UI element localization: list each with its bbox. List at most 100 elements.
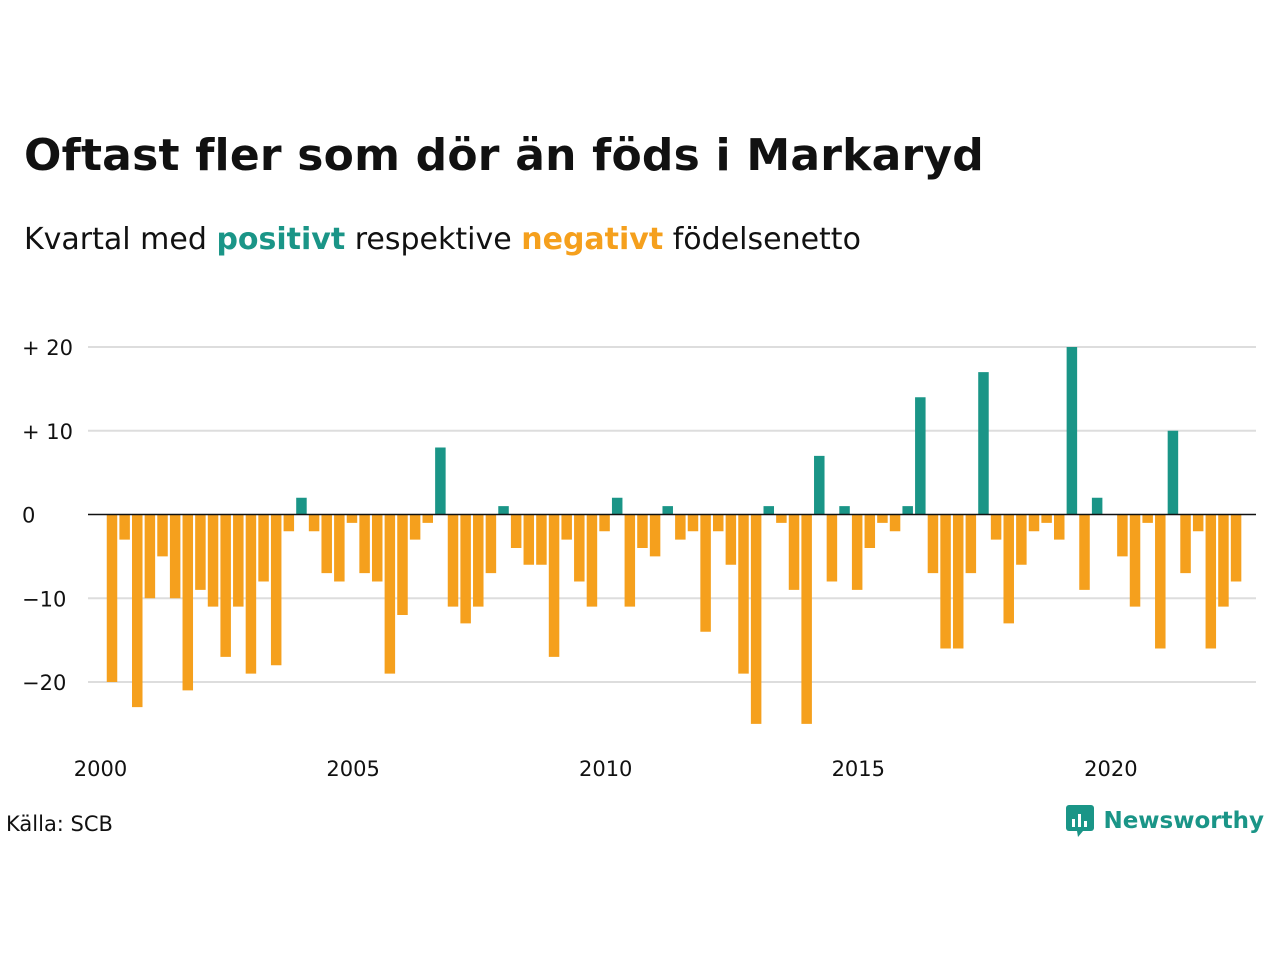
bar xyxy=(687,514,699,532)
bar xyxy=(574,514,585,582)
bar xyxy=(1028,514,1040,532)
bar xyxy=(1155,514,1166,649)
bar xyxy=(902,506,913,515)
bar xyxy=(283,514,295,532)
y-tick-label: −10 xyxy=(22,587,66,611)
bar xyxy=(1054,514,1065,540)
bar xyxy=(1205,514,1217,649)
bar xyxy=(763,506,775,515)
bar xyxy=(510,514,522,548)
bar xyxy=(662,506,673,515)
bar xyxy=(207,514,219,607)
bar xyxy=(144,514,156,599)
y-axis-tick-labels: + 20 + 10 0 −10 −20 xyxy=(22,336,73,695)
bar-chart: + 20 + 10 0 −10 −20 2000 2005 2010 2015 2020 xyxy=(22,336,1256,781)
bar xyxy=(523,514,535,565)
bar xyxy=(738,514,749,674)
bar xyxy=(1230,514,1242,582)
bar xyxy=(359,514,370,574)
y-tick-label: + 20 xyxy=(22,336,73,360)
bar xyxy=(712,514,724,532)
bar xyxy=(321,514,332,574)
subtitle-positive-label: positivt xyxy=(216,222,346,257)
bar xyxy=(1079,514,1090,590)
bar xyxy=(435,447,446,515)
x-tick-label: 2010 xyxy=(579,757,632,781)
bar xyxy=(826,514,838,582)
bar xyxy=(296,497,307,515)
bar xyxy=(940,514,951,649)
bar xyxy=(586,514,598,607)
newsworthy-logo-icon xyxy=(1066,805,1095,837)
bar xyxy=(990,514,1002,540)
bar xyxy=(169,514,181,599)
bar xyxy=(915,397,926,515)
bar xyxy=(624,514,636,607)
x-tick-label: 2020 xyxy=(1084,757,1137,781)
y-tick-label: + 10 xyxy=(22,420,73,444)
bar xyxy=(1167,430,1179,515)
bar xyxy=(384,514,396,674)
bar xyxy=(1016,514,1027,565)
bar xyxy=(561,514,572,540)
bar xyxy=(611,497,623,515)
bar xyxy=(245,514,257,674)
bar xyxy=(1218,514,1229,607)
chart-subtitle: Kvartal med positivt respektive negativt… xyxy=(24,222,861,257)
bar xyxy=(447,514,459,607)
bar xyxy=(801,514,812,724)
bar xyxy=(788,514,800,590)
bar xyxy=(1091,497,1103,515)
bar xyxy=(1003,514,1014,624)
subtitle-text-middle: respektive xyxy=(354,222,512,257)
bar xyxy=(851,514,863,590)
bar xyxy=(637,514,648,548)
subtitle-negative-label: negativt xyxy=(521,222,664,257)
bar xyxy=(1180,514,1191,574)
bar xyxy=(485,514,497,574)
bar xyxy=(814,455,825,515)
bar xyxy=(750,514,762,724)
bar xyxy=(700,514,711,632)
bar xyxy=(1129,514,1141,607)
bar xyxy=(220,514,231,657)
bar xyxy=(132,514,143,708)
bar xyxy=(397,514,408,615)
bar xyxy=(536,514,547,565)
bar xyxy=(1192,514,1204,532)
bar xyxy=(182,514,194,691)
bar xyxy=(334,514,345,582)
y-tick-label: −20 xyxy=(22,671,66,695)
bar xyxy=(877,514,888,523)
x-axis-tick-labels: 2000 2005 2010 2015 2020 xyxy=(74,757,1138,781)
bar xyxy=(725,514,737,565)
bar xyxy=(599,514,610,532)
bar xyxy=(839,506,850,515)
bar xyxy=(952,514,964,649)
bar xyxy=(346,514,358,523)
x-tick-label: 2000 xyxy=(74,757,127,781)
bar xyxy=(649,514,661,557)
bar xyxy=(498,506,509,515)
bar xyxy=(473,514,484,607)
bar xyxy=(978,372,989,515)
bar xyxy=(106,514,118,682)
bar xyxy=(548,514,560,657)
x-tick-label: 2005 xyxy=(326,757,379,781)
bar xyxy=(308,514,320,532)
subtitle-text-end: födelsenetto xyxy=(672,222,861,257)
bar xyxy=(233,514,244,607)
bar xyxy=(1142,514,1153,523)
x-tick-label: 2015 xyxy=(832,757,885,781)
bar xyxy=(409,514,421,540)
subtitle-text-start: Kvartal med xyxy=(24,222,207,257)
bar xyxy=(258,514,269,582)
bar xyxy=(927,514,939,574)
source-note: Källa: SCB xyxy=(6,812,113,836)
bar xyxy=(119,514,130,540)
bar xyxy=(1041,514,1052,523)
bar xyxy=(157,514,168,557)
bar xyxy=(460,514,471,624)
bar xyxy=(270,514,282,666)
bar xyxy=(1066,347,1078,515)
